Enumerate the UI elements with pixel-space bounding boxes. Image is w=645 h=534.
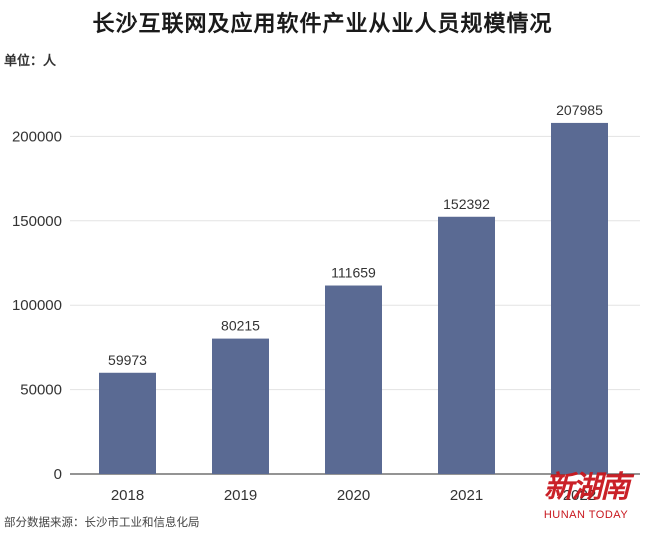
y-tick-label: 200000 (12, 128, 62, 145)
x-tick-label-2019: 2019 (224, 487, 257, 504)
data-labels: 59973 80215 111659 152392 207985 (108, 102, 603, 368)
x-tick-label-2020: 2020 (337, 487, 370, 504)
data-label-2019: 80215 (221, 318, 260, 334)
bar-2021 (438, 216, 495, 474)
x-tick-label-2021: 2021 (450, 487, 483, 504)
bar-2022 (551, 122, 608, 474)
watermark-subtitle: HUNAN TODAY (543, 509, 629, 521)
y-axis-ticks: 0 50000 100000 150000 200000 (12, 128, 62, 483)
y-tick-label: 150000 (12, 213, 62, 230)
unit-label: 单位：人 (4, 54, 57, 69)
watermark-logo: 新湖南 (544, 470, 630, 505)
hunan-today-watermark: 新湖南 HUNAN TODAY (530, 468, 642, 521)
bar-2019 (212, 338, 269, 474)
data-source: 部分数据来源：长沙市工业和信息化局 (4, 515, 200, 529)
bar-2018 (99, 372, 156, 474)
bars (99, 122, 608, 474)
bar-2020 (325, 285, 382, 474)
chart-title: 长沙互联网及应用软件产业从业人员规模情况 (92, 12, 553, 37)
data-label-2021: 152392 (443, 196, 490, 212)
y-tick-label: 100000 (12, 297, 62, 314)
data-label-2018: 59973 (108, 352, 147, 368)
data-label-2022: 207985 (556, 102, 603, 118)
x-tick-label-2018: 2018 (111, 487, 144, 504)
y-tick-label: 0 (54, 466, 62, 483)
y-tick-label: 50000 (20, 382, 62, 399)
x-axis-ticks: 2018 2019 2020 2021 2022 (111, 487, 596, 504)
data-label-2020: 111659 (331, 265, 376, 281)
x-tick-label-2022: 2022 (563, 487, 596, 504)
